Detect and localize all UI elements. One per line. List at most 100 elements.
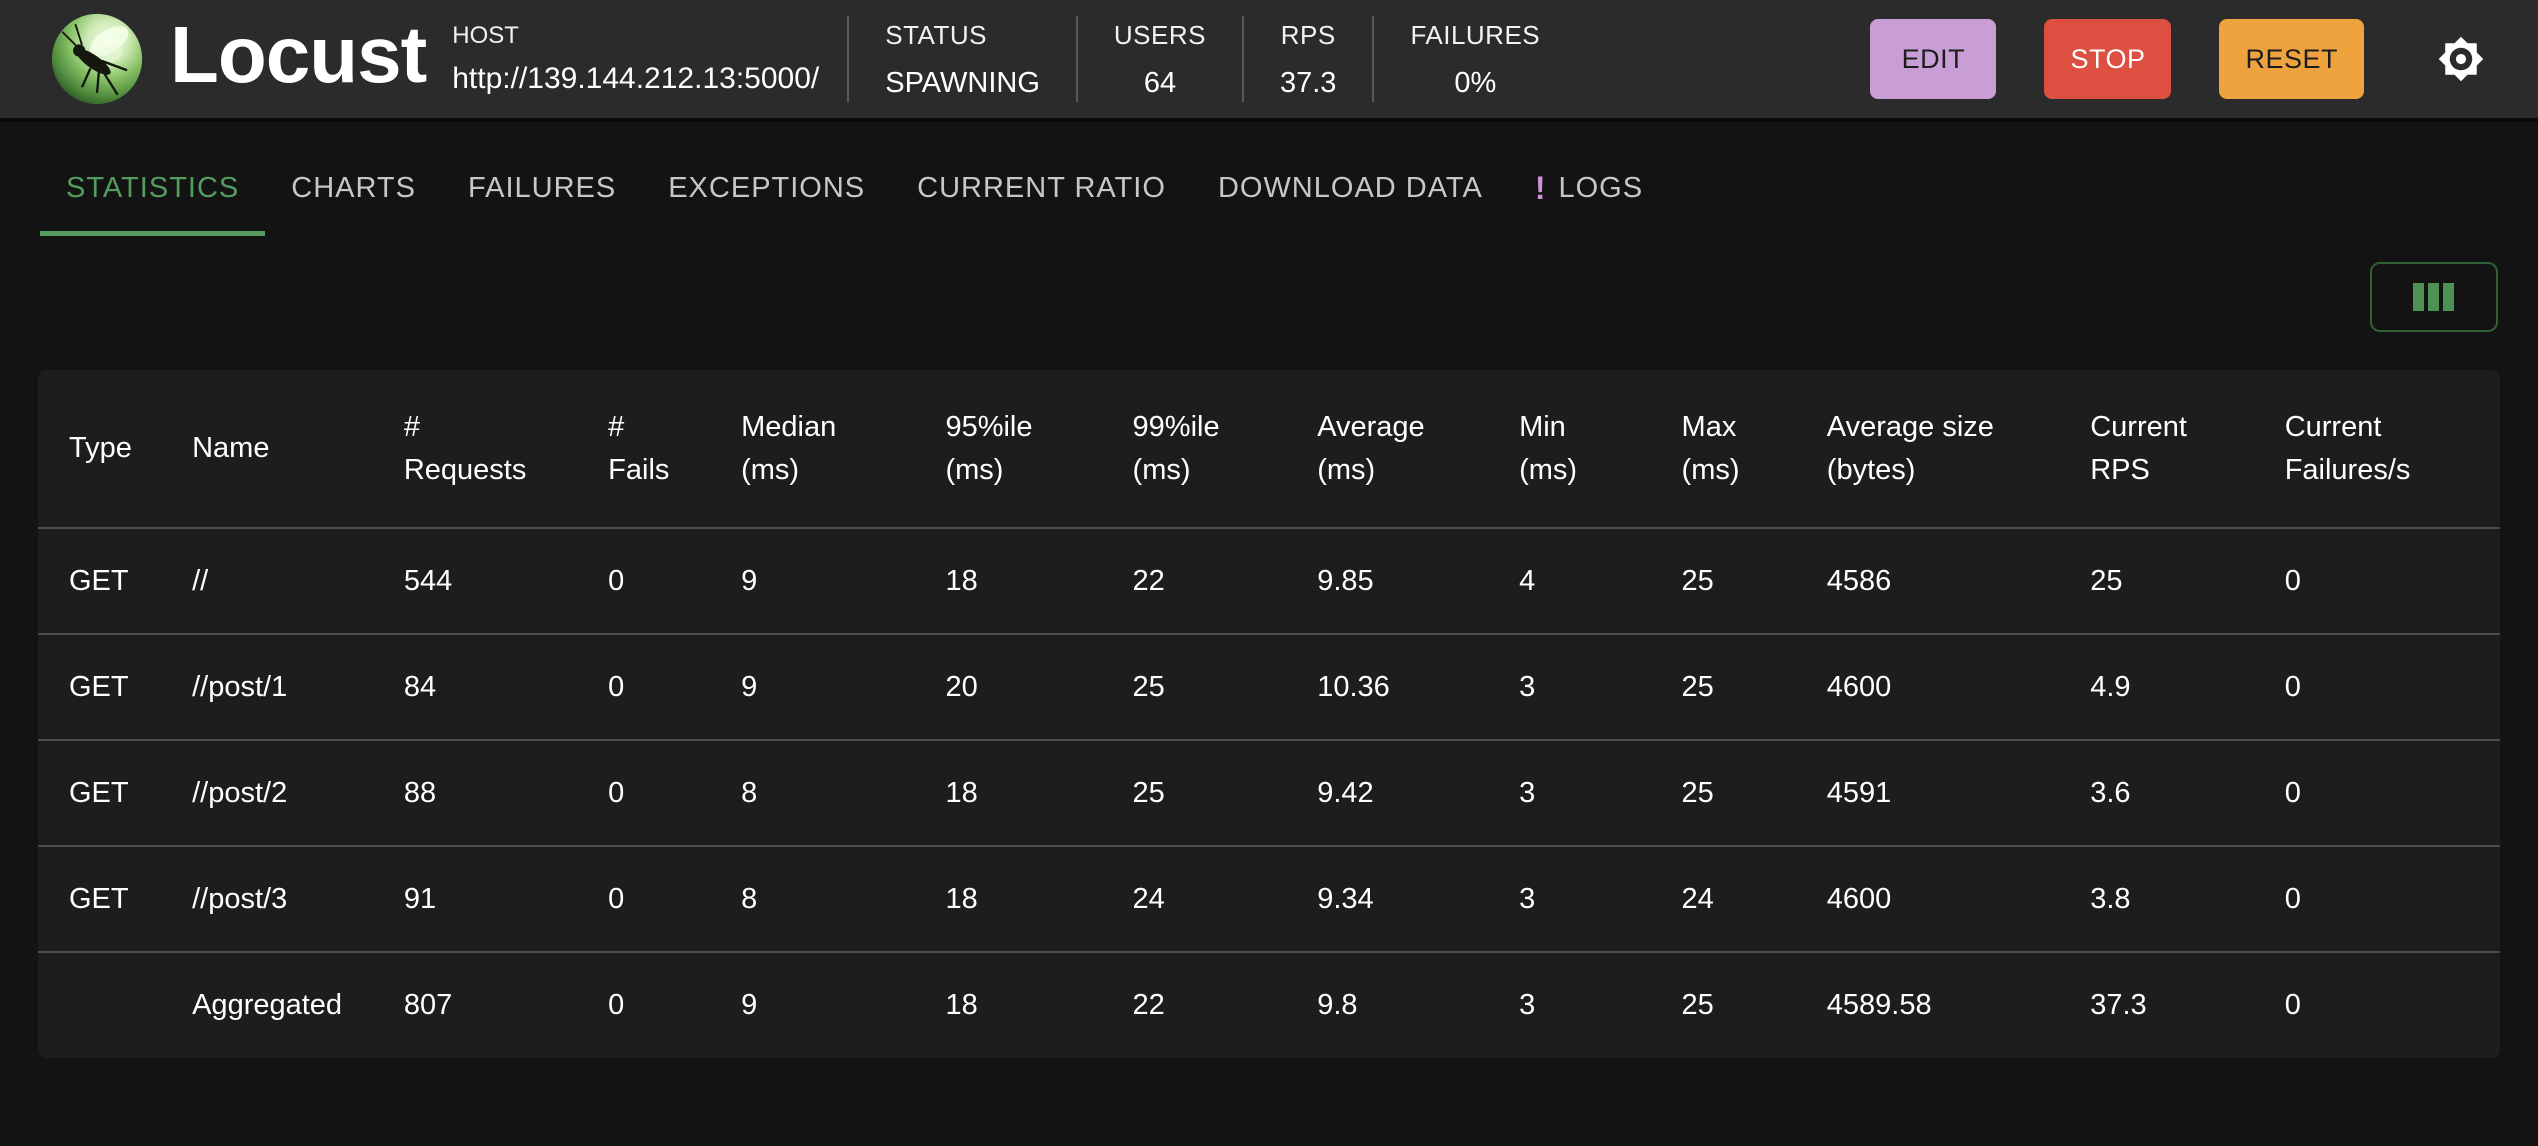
table-cell: 25 bbox=[1101, 739, 1287, 846]
table-cell: 9.42 bbox=[1286, 739, 1489, 846]
column-header-line2: (ms) bbox=[1132, 453, 1191, 486]
table-cell: 10.36 bbox=[1286, 633, 1489, 740]
table-cell: 18 bbox=[914, 845, 1102, 952]
table-cell: 9 bbox=[710, 633, 915, 740]
table-cell: GET bbox=[38, 845, 162, 952]
column-header-line1: 95%ile bbox=[945, 410, 1033, 443]
stat-value: 64 bbox=[1143, 67, 1177, 99]
table-cell: 9.34 bbox=[1286, 845, 1489, 952]
gear-icon bbox=[2438, 36, 2484, 82]
column-header-line2: (ms) bbox=[1681, 453, 1740, 486]
table-cell: 0 bbox=[577, 951, 711, 1058]
table-cell: 18 bbox=[914, 951, 1102, 1058]
table-cell: //post/1 bbox=[161, 633, 373, 740]
table-cell: 4600 bbox=[1795, 633, 2060, 740]
tab-statistics[interactable]: STATISTICS bbox=[40, 152, 266, 236]
table-cell: 807 bbox=[372, 951, 578, 1058]
tab-exceptions[interactable]: EXCEPTIONS bbox=[642, 152, 891, 236]
column-header-name[interactable]: Name bbox=[161, 370, 373, 528]
tab-label: CHARTS bbox=[291, 172, 416, 204]
column-header-min-ms[interactable]: Min (ms) bbox=[1488, 370, 1650, 528]
column-header-average-ms[interactable]: Average (ms) bbox=[1286, 370, 1488, 528]
stat-label: USERS bbox=[1113, 20, 1206, 50]
table-header-row: Type Name # Requests # Fails Median (ms) 95%ile (… bbox=[38, 370, 2500, 528]
table-cell: 3.6 bbox=[2059, 739, 2254, 846]
column-header-max-ms[interactable]: Max (ms) bbox=[1651, 370, 1796, 528]
table-cell: 88 bbox=[372, 739, 578, 846]
column-header-fails[interactable]: # Fails bbox=[577, 370, 710, 528]
reset-button[interactable]: RESET bbox=[2219, 19, 2364, 99]
column-header-95-ile-ms[interactable]: 95%ile (ms) bbox=[914, 370, 1101, 528]
tab-charts[interactable]: CHARTS bbox=[265, 152, 442, 236]
table-cell: //post/3 bbox=[161, 845, 373, 952]
table-row: GET//544 0 9 18 22 9.85 4 25 4586 25 0 bbox=[38, 527, 2500, 634]
table-cell: 0 bbox=[577, 633, 711, 740]
table-cell: 0 bbox=[577, 739, 711, 846]
stat-rps: RPS 37.3 bbox=[1241, 16, 1372, 102]
table-cell: 22 bbox=[1101, 527, 1287, 634]
column-header-line2: (bytes) bbox=[1826, 453, 1916, 486]
column-header-current-failures-s[interactable]: Current Failures/s bbox=[2254, 370, 2500, 528]
logs-alert-icon: ! bbox=[1534, 170, 1547, 207]
view-columns-icon bbox=[2413, 283, 2454, 311]
column-header-line2: Fails bbox=[608, 453, 670, 486]
column-header-type[interactable]: Type bbox=[38, 370, 161, 528]
table-cell: 91 bbox=[372, 845, 578, 952]
table-cell: 0 bbox=[2253, 527, 2500, 634]
table-head: Type Name # Requests # Fails Median (ms) 95%ile (… bbox=[38, 370, 2500, 528]
table-cell: GET bbox=[38, 739, 162, 846]
column-header-line1: Name bbox=[192, 432, 270, 464]
table-cell: 25 bbox=[1650, 527, 1796, 634]
table-cell: 4 bbox=[1488, 527, 1651, 634]
tab-label: CURRENT RATIO bbox=[917, 172, 1166, 204]
stat-failures: FAILURES 0% bbox=[1372, 16, 1576, 102]
table-cell: 0 bbox=[577, 527, 711, 634]
tab-label: LOGS bbox=[1558, 172, 1644, 204]
table-cell: 25 bbox=[2059, 527, 2254, 634]
column-header-average-size-bytes[interactable]: Average size (bytes) bbox=[1796, 370, 2059, 528]
tab-label: FAILURES bbox=[468, 172, 617, 204]
tab-current-ratio[interactable]: CURRENT RATIO bbox=[891, 152, 1192, 236]
stat-label: RPS bbox=[1280, 20, 1336, 50]
column-header-line2: Requests bbox=[403, 453, 527, 486]
table-cell: 18 bbox=[914, 527, 1102, 634]
table-cell: 0 bbox=[2253, 633, 2500, 740]
table-cell: 3 bbox=[1488, 739, 1651, 846]
table-body: GET//544 0 9 18 22 9.85 4 25 4586 25 0 GET//post/1 8… bbox=[38, 527, 2500, 1058]
locust-home-link[interactable]: Locust bbox=[50, 12, 427, 106]
table-cell: 84 bbox=[372, 633, 578, 740]
table-cell: 8 bbox=[710, 739, 915, 846]
table-cell: 24 bbox=[1101, 845, 1287, 952]
tab-failures[interactable]: FAILURES bbox=[442, 152, 642, 236]
column-header-99-ile-ms[interactable]: 99%ile (ms) bbox=[1102, 370, 1287, 528]
column-header-line1: Max bbox=[1681, 410, 1737, 443]
table-cell: 4.9 bbox=[2059, 633, 2254, 740]
stop-button[interactable]: STOP bbox=[2044, 19, 2172, 99]
table-cell: 22 bbox=[1101, 951, 1287, 1058]
column-header-line2: (ms) bbox=[1519, 453, 1578, 486]
column-header-current-rps[interactable]: Current RPS bbox=[2059, 370, 2253, 528]
table-cell: // bbox=[161, 527, 373, 634]
table-cell: 9 bbox=[710, 527, 915, 634]
table-row: Aggregated 807 0 9 18 22 9.8 3 25 4589.58 37.3 0 bbox=[38, 951, 2500, 1058]
column-header-line2: RPS bbox=[2090, 453, 2150, 486]
table-cell: 4600 bbox=[1795, 845, 2060, 952]
table-cell: 25 bbox=[1650, 633, 1796, 740]
column-header-line1: Current bbox=[2090, 410, 2187, 443]
tab-label: EXCEPTIONS bbox=[668, 172, 866, 204]
column-header-line1: Min bbox=[1519, 410, 1566, 443]
settings-button[interactable] bbox=[2434, 32, 2488, 86]
table-cell: 3 bbox=[1488, 951, 1651, 1058]
table-row: GET//post/2 88 0 8 18 25 9.42 3 25 4591 3.6 0 bbox=[38, 739, 2500, 846]
column-header-median-ms[interactable]: Median (ms) bbox=[710, 370, 914, 528]
table-toolbar bbox=[0, 236, 2538, 332]
edit-button[interactable]: EDIT bbox=[1870, 19, 1997, 99]
tab-download-data[interactable]: DOWNLOAD DATA bbox=[1192, 152, 1509, 236]
tab-logs[interactable]: ! LOGS bbox=[1509, 152, 1669, 236]
column-header-requests[interactable]: # Requests bbox=[373, 370, 577, 528]
column-selector-button[interactable] bbox=[2370, 262, 2498, 332]
tab-bar: STATISTICS CHARTS FAILURES EXCEPTIONS CURREN… bbox=[0, 122, 2538, 236]
table-cell: 9.8 bbox=[1286, 951, 1489, 1058]
table-cell: 9.85 bbox=[1286, 527, 1489, 634]
table-cell: 3 bbox=[1488, 633, 1651, 740]
